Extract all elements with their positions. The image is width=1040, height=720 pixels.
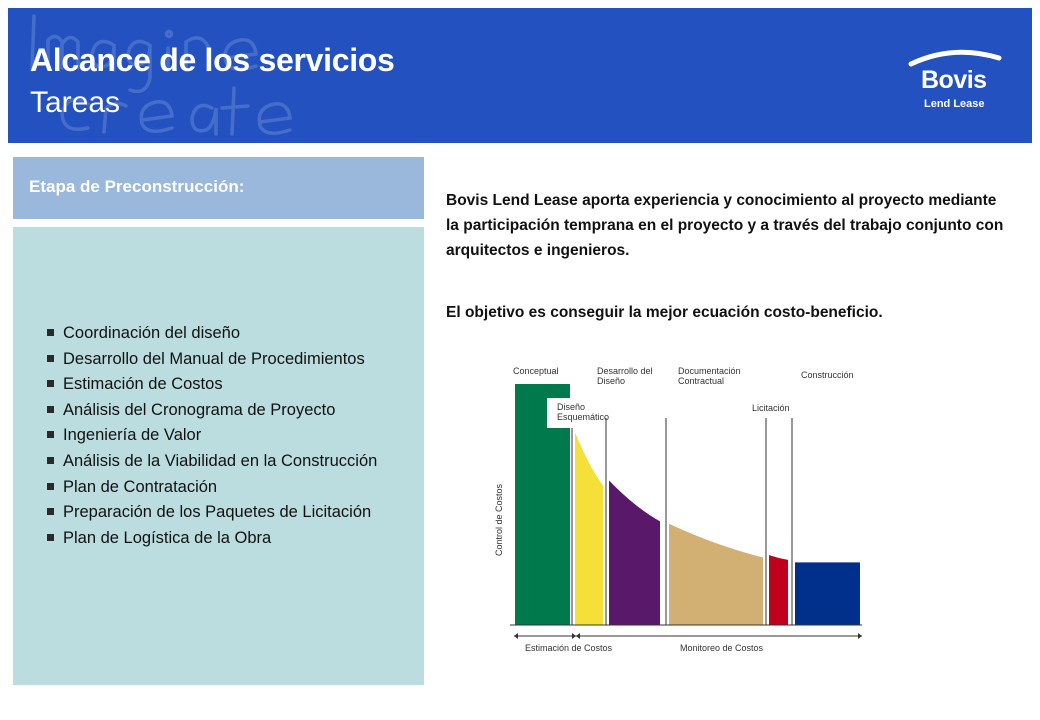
phase-label-backdrop [746,398,794,418]
task-list: Coordinación del diseño Desarrollo del M… [47,323,377,553]
header-banner: Alcance de los servicios Tareas Bovis Le… [8,8,1032,143]
phase-label-backdrop [547,398,600,428]
task-item: Desarrollo del Manual de Procedimientos [47,349,377,375]
task-item: Plan de Logística de la Obra [47,528,377,554]
y-axis-label: Control de Costos [494,483,504,556]
task-label: Análisis del Cronograma de Proyecto [63,400,336,419]
task-label: Estimación de Costos [63,375,223,394]
bullet-icon [47,482,54,490]
watermark-script [30,14,292,136]
phase-label-line: Contractual [678,376,724,386]
bracket-arrow-left-icon [514,633,518,639]
phase-area-5 [769,555,788,625]
task-label: Plan de Contratación [63,477,218,496]
bullet-icon [47,533,54,541]
bullet-icon [47,508,54,516]
phase-label-line: Diseño [557,402,585,412]
intro-paragraph: Bovis Lend Lease aporta experiencia y co… [446,192,1004,259]
phase-label: Conceptual [513,366,559,376]
bullet-icon [47,405,54,413]
bullet-icon [47,354,54,362]
bullet-icon [47,380,54,388]
bracket-arrow-left-icon [576,633,580,639]
task-item: Plan de Contratación [47,477,377,503]
task-item: Estimación de Costos [47,374,377,400]
phase-label: Desarrollo del Diseño [597,366,653,386]
phase-label-line: Esquemático [557,412,609,422]
task-label: Ingeniería de Valor [63,426,202,445]
bracket-arrow-right-icon [572,633,576,639]
logo-name: Bovis [921,66,987,94]
phase-area-2 [575,432,603,625]
task-item: Análisis del Cronograma de Proyecto [47,400,377,426]
goal-statement: El objetivo es conseguir la mejor ecuaci… [446,304,883,321]
logo-arc-icon [908,49,1002,67]
task-item: Ingeniería de Valor [47,425,377,451]
task-label: Desarrollo del Manual de Procedimientos [63,349,365,368]
stage-heading-box: Etapa de Preconstrucción: [13,157,424,219]
phase-label-line: Diseño [597,376,625,386]
phase-label-line: Desarrollo del [597,366,653,376]
bullet-icon [47,456,54,464]
phase-label: Construcción [801,370,854,380]
phase-label-line: Documentación [678,366,741,376]
bottom-label: Monitoreo de Costos [680,643,764,653]
page-title: Alcance de los servicios [30,42,395,78]
task-item: Preparación de los Paquetes de Licitació… [47,502,377,528]
stage-title: Etapa de Preconstrucción: [29,177,245,196]
phase-area-6 [795,562,860,625]
task-item: Análisis de la Viabilidad en la Construc… [47,451,377,477]
phase-area-1 [515,384,570,625]
bottom-label: Estimación de Costos [525,643,613,653]
task-label: Análisis de la Viabilidad en la Construc… [63,451,378,470]
phase-label-line: Conceptual [513,366,559,376]
bullet-icon [47,329,54,336]
page-subtitle: Tareas [30,86,121,119]
phase-area-4 [669,523,763,625]
phase-area-3 [609,480,660,625]
task-label: Coordinación del diseño [63,324,241,342]
task-panel: Coordinación del diseño Desarrollo del M… [13,227,424,685]
phase-label: Diseño Esquemático [557,402,609,422]
task-item: Coordinación del diseño [47,323,377,349]
phase-label-line: Licitación [752,403,790,413]
phase-label: Documentación Contractual [678,366,741,386]
task-label: Preparación de los Paquetes de Licitació… [63,503,372,522]
bullet-icon [47,431,54,439]
task-label: Plan de Logística de la Obra [63,528,272,547]
bovis-logo: Bovis Lend Lease [903,48,1003,123]
logo-subtitle: Lend Lease [924,98,985,110]
phase-label: Licitación [752,403,790,413]
phase-label-line: Construcción [801,370,854,380]
bracket-arrow-right-icon [858,633,862,639]
